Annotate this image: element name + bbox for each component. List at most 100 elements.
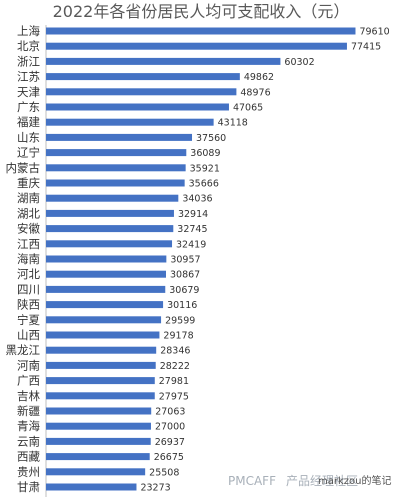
value-label: 29178 <box>163 331 193 342</box>
value-label: 30867 <box>170 270 200 281</box>
watermark: PMCAFF 产品经理社区 markzou的笔记 <box>228 473 391 488</box>
value-label: 79610 <box>359 27 389 38</box>
bar <box>46 407 152 415</box>
value-label: 26937 <box>155 437 185 448</box>
value-label: 25508 <box>149 467 179 478</box>
bar <box>46 118 214 126</box>
bar <box>46 103 229 111</box>
category-label: 四川 <box>17 282 40 296</box>
value-label: 32419 <box>176 239 206 250</box>
value-label: 26675 <box>154 452 184 463</box>
category-label: 湖北 <box>17 206 40 220</box>
bar <box>46 225 174 233</box>
category-label: 黑龙江 <box>6 343 41 357</box>
value-label: 48976 <box>240 87 270 98</box>
chart-title: 2022年各省份居民人均可支配收入（元） <box>53 2 350 21</box>
bar <box>46 164 186 172</box>
category-label: 江西 <box>17 237 40 251</box>
bar <box>46 483 137 491</box>
category-label: 云南 <box>17 434 40 448</box>
bar <box>46 240 173 248</box>
category-label: 河南 <box>17 358 40 372</box>
category-label: 新疆 <box>17 404 40 418</box>
value-label: 27975 <box>159 391 189 402</box>
category-label: 广西 <box>17 374 40 388</box>
bar <box>46 285 166 293</box>
category-label: 福建 <box>17 115 40 129</box>
category-label: 广东 <box>17 100 40 114</box>
value-label: 23273 <box>140 483 170 494</box>
watermark-account: markzou的笔记 <box>318 474 391 487</box>
value-label: 43118 <box>218 118 248 129</box>
value-label: 29599 <box>165 315 195 326</box>
category-label: 陕西 <box>17 298 40 312</box>
bar <box>46 133 193 141</box>
bar <box>46 179 185 187</box>
value-label: 27000 <box>155 422 185 433</box>
bar <box>46 437 151 445</box>
category-label: 西藏 <box>17 450 40 464</box>
value-label: 34036 <box>182 194 212 205</box>
category-label: 北京 <box>17 39 40 53</box>
bar <box>46 346 157 354</box>
value-label: 30116 <box>167 300 197 311</box>
value-label: 27063 <box>155 407 185 418</box>
bar <box>46 270 166 278</box>
bar <box>46 88 237 96</box>
value-label: 60302 <box>284 57 314 68</box>
value-label: 37560 <box>196 133 226 144</box>
bar <box>46 331 160 339</box>
watermark-brand-suffix: 产品经理社区 <box>286 473 358 488</box>
category-label: 山东 <box>17 130 40 144</box>
bar <box>46 149 187 157</box>
category-label: 辽宁 <box>17 146 40 160</box>
value-label: 35666 <box>189 179 219 190</box>
category-label: 青海 <box>17 419 40 433</box>
bar <box>46 73 240 81</box>
bar <box>46 301 164 309</box>
value-label: 35921 <box>190 163 220 174</box>
category-label: 宁夏 <box>17 313 40 327</box>
value-label: 30679 <box>169 285 199 296</box>
category-label: 海南 <box>17 252 40 266</box>
value-label: 77415 <box>351 42 381 53</box>
category-label: 吉林 <box>17 389 40 403</box>
category-label: 河北 <box>17 267 40 281</box>
bar <box>46 42 347 50</box>
value-label: 28222 <box>160 361 190 372</box>
bar <box>46 209 174 217</box>
category-label: 上海 <box>17 24 40 38</box>
category-label: 湖南 <box>17 191 40 205</box>
bar <box>46 57 281 65</box>
category-label: 江苏 <box>17 70 40 84</box>
bar <box>46 255 167 263</box>
category-label: 天津 <box>17 85 40 99</box>
category-label: 甘肃 <box>17 480 40 494</box>
bar <box>46 468 146 476</box>
bar <box>46 194 179 202</box>
value-label: 32745 <box>177 224 207 235</box>
value-label: 47065 <box>233 103 263 114</box>
value-label: 49862 <box>244 72 274 83</box>
value-label: 30957 <box>170 255 200 266</box>
category-label: 浙江 <box>17 54 40 68</box>
category-label: 重庆 <box>17 176 40 190</box>
value-label: 32914 <box>178 209 208 220</box>
bar <box>46 392 155 400</box>
value-label: 36089 <box>190 148 220 159</box>
bar <box>46 453 150 461</box>
category-label: 安徽 <box>17 222 40 236</box>
watermark-brand: PMCAFF <box>228 474 276 488</box>
value-label: 28346 <box>160 346 190 357</box>
bar <box>46 316 162 324</box>
category-label: 内蒙古 <box>6 161 41 175</box>
bar <box>46 422 151 430</box>
bar <box>46 377 155 385</box>
value-label: 27981 <box>159 376 189 387</box>
category-label: 贵州 <box>17 465 40 479</box>
bar <box>46 27 356 35</box>
bar <box>46 361 156 369</box>
bars-layer: 上海 79610 北京 77415 浙江 60302 江苏 49862 天津 48976 广东 470… <box>6 24 390 494</box>
category-label: 山西 <box>17 328 40 342</box>
